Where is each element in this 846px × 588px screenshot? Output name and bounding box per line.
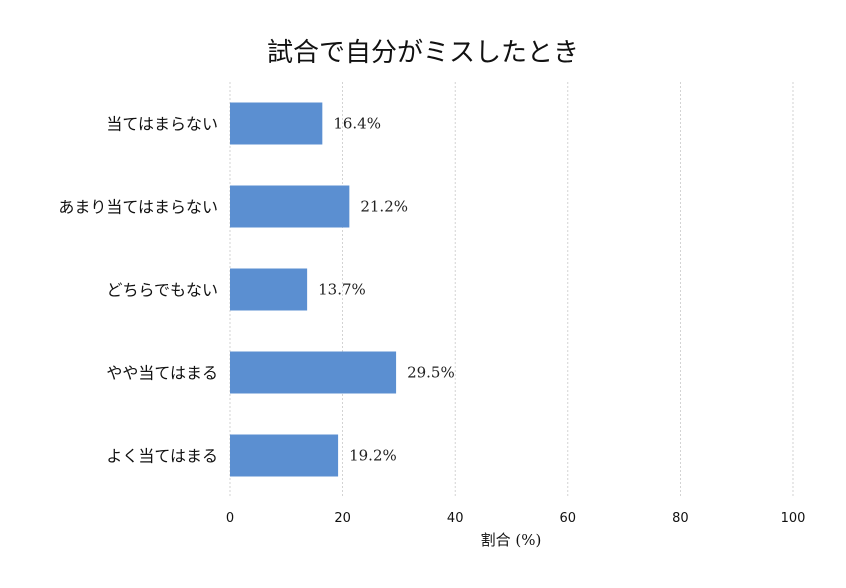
category-label: やや当てはまる — [106, 364, 218, 383]
x-tick-label: 20 — [334, 511, 351, 526]
bar — [230, 351, 397, 394]
category-label: よく当てはまる — [106, 447, 218, 466]
x-tick-label: 100 — [781, 511, 806, 526]
x-tick-label: 0 — [226, 511, 234, 526]
x-tick-label: 60 — [560, 511, 577, 526]
bar — [230, 102, 323, 145]
data-label: 13.7% — [318, 281, 366, 299]
labels: 0 20 40 60 80 100 当てはまらない 16.4% あまり当てはまらない 21.2% ど… — [58, 115, 805, 527]
grid-lines — [229, 82, 794, 497]
x-tick-label: 80 — [672, 511, 689, 526]
bar — [230, 185, 350, 228]
category-label: 当てはまらない — [106, 115, 218, 134]
chart-title: 試合で自分がミスしたとき — [267, 38, 579, 68]
bar — [230, 434, 339, 477]
data-label: 29.5% — [407, 364, 455, 382]
category-label: どちらでもない — [106, 281, 218, 300]
x-axis-label: 割合 (%) — [481, 531, 542, 549]
bars — [230, 102, 397, 477]
x-tick-label: 40 — [447, 511, 464, 526]
data-label: 21.2% — [360, 198, 408, 216]
bar — [230, 268, 308, 311]
data-label: 19.2% — [349, 447, 397, 465]
data-label: 16.4% — [333, 115, 381, 133]
category-label: あまり当てはまらない — [58, 198, 218, 217]
